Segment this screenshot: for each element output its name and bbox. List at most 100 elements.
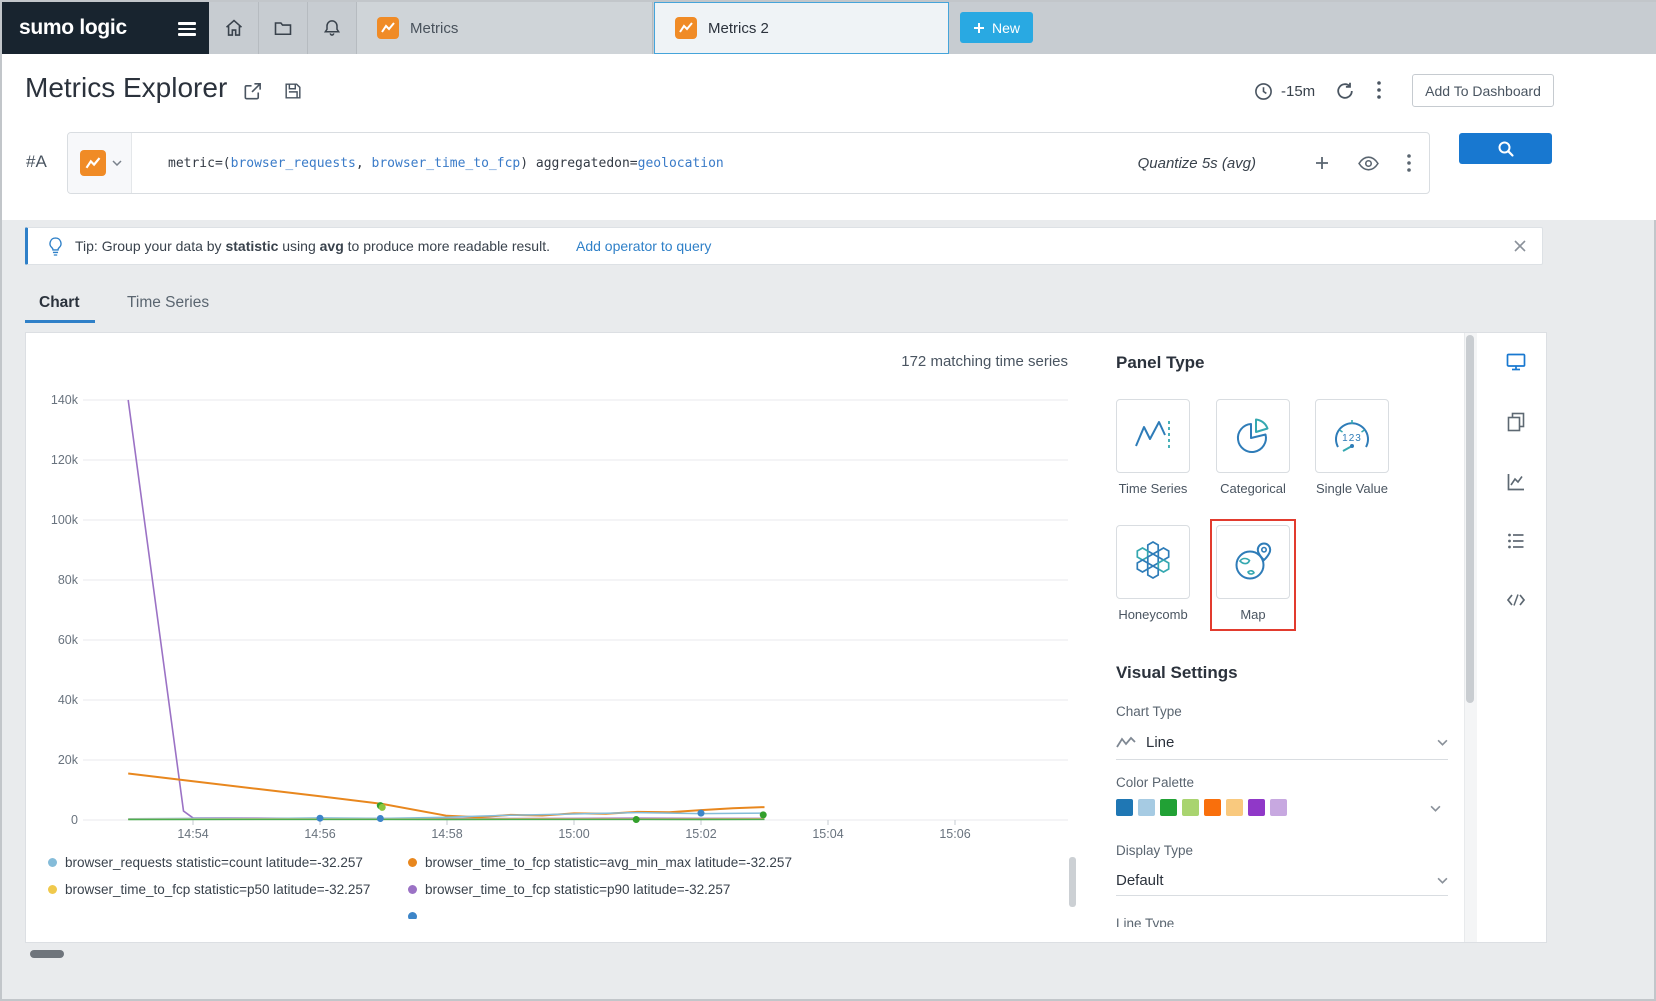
metrics-icon — [80, 150, 106, 176]
x-axis-labels: 14:54 14:56 14:58 15:00 15:02 15:04 15:06 — [83, 827, 1068, 843]
query-segment: aggregatedon= — [535, 155, 638, 171]
line-type-icon — [1116, 736, 1136, 748]
visual-settings-title: Visual Settings — [1116, 663, 1238, 682]
panel-type-card-single-value[interactable]: 123 — [1315, 399, 1389, 473]
display-type-select[interactable]: Default — [1116, 865, 1448, 896]
new-button[interactable]: New — [960, 12, 1033, 43]
tip-link[interactable]: Add operator to query — [575, 238, 712, 254]
tab-metrics-label: Metrics — [410, 19, 459, 37]
tip-banner: Tip: Group your data by statistic using … — [25, 227, 1543, 265]
chart-marker[interactable] — [378, 803, 386, 811]
app-logo[interactable]: sumo logic — [2, 2, 209, 54]
query-row-label: #A — [26, 152, 47, 171]
chart-marker[interactable] — [316, 814, 324, 822]
legend-item[interactable]: browser_requests statistic=count latitud… — [48, 855, 408, 870]
display-settings-icon[interactable] — [1505, 351, 1529, 375]
legend-dot — [408, 885, 417, 894]
refresh-icon[interactable] — [1335, 81, 1355, 101]
top-nav: sumo logic Metrics Metrics 2 New — [2, 2, 1656, 54]
main-panel: 172 matching time series 0 20k 40k 60k 80k 10… — [25, 332, 1547, 943]
vertical-scrollbar-thumb[interactable] — [1466, 335, 1474, 703]
chart-plot[interactable] — [83, 393, 1068, 828]
legend-label: browser_time_to_fcp statistic=avg_min_ma… — [425, 855, 792, 870]
x-axis-tick: 15:00 — [558, 827, 590, 841]
visibility-icon[interactable] — [1358, 155, 1379, 171]
close-icon[interactable] — [1514, 240, 1526, 252]
horizontal-scrollbar-thumb[interactable] — [30, 950, 64, 958]
svg-text:123: 123 — [1342, 433, 1362, 444]
display-type-label: Display Type — [1116, 843, 1194, 858]
legend-list-icon[interactable] — [1505, 530, 1529, 554]
chevron-down-icon[interactable] — [1430, 805, 1441, 812]
legend-item[interactable]: browser_time_to_fcp statistic=p50 latitu… — [48, 882, 408, 897]
legend-item[interactable]: browser_time_to_fcp statistic=p90 latitu… — [408, 882, 1074, 897]
query-type-selector[interactable] — [68, 133, 132, 193]
time-range[interactable]: -15m — [1281, 83, 1316, 100]
legend-item[interactable] — [408, 912, 1074, 919]
matching-series-count: 172 matching time series — [901, 353, 1068, 370]
logo-text: sumo logic — [19, 16, 127, 39]
notifications-icon[interactable] — [308, 2, 357, 54]
y-axis-tick: 80k — [57, 573, 78, 587]
share-icon[interactable] — [242, 81, 263, 102]
x-axis-tick: 15:06 — [939, 827, 971, 841]
x-axis-tick: 14:54 — [177, 827, 209, 841]
panel-type-card-honeycomb[interactable] — [1116, 525, 1190, 599]
y-axis-labels: 0 20k 40k 60k 80k 100k 120k 140k — [34, 333, 78, 853]
save-icon[interactable] — [283, 81, 303, 101]
axes-icon[interactable] — [1505, 471, 1529, 495]
legend-scrollbar[interactable] — [1069, 857, 1076, 907]
query-more-icon[interactable] — [1407, 154, 1411, 172]
legend-item[interactable]: browser_time_to_fcp statistic=avg_min_ma… — [408, 855, 1074, 870]
panel-type-label: Map — [1240, 607, 1266, 622]
code-icon[interactable] — [1505, 589, 1529, 613]
chevron-down-icon — [1437, 739, 1448, 746]
chart-series-line[interactable] — [127, 399, 765, 820]
chart-marker[interactable] — [759, 811, 767, 819]
tab-chart[interactable]: Chart — [39, 294, 80, 311]
more-options-icon[interactable] — [1377, 81, 1381, 99]
chart-type-select[interactable]: Line — [1116, 726, 1448, 760]
y-axis-tick: 60k — [57, 633, 78, 647]
palette-swatch — [1204, 799, 1221, 816]
legend-label: browser_time_to_fcp statistic=p90 latitu… — [425, 882, 731, 897]
menu-icon[interactable] — [178, 22, 196, 39]
x-axis-tick: 14:56 — [304, 827, 336, 841]
tab-metrics-2-label: Metrics 2 — [708, 19, 769, 37]
tab-time-series[interactable]: Time Series — [127, 294, 210, 311]
color-palette-row[interactable] — [1116, 799, 1416, 816]
new-button-label: New — [991, 19, 1020, 36]
panel-type-card-categorical[interactable] — [1216, 399, 1290, 473]
add-query-icon[interactable] — [1314, 155, 1330, 171]
tab-metrics[interactable]: Metrics — [357, 2, 653, 54]
palette-swatch — [1138, 799, 1155, 816]
chart-marker[interactable] — [376, 815, 384, 822]
palette-swatch — [1270, 799, 1287, 816]
y-axis-tick: 140k — [50, 393, 78, 407]
clock-icon[interactable] — [1254, 82, 1273, 101]
page-title: Metrics Explorer — [25, 72, 228, 103]
add-to-dashboard-button[interactable]: Add To Dashboard — [1412, 74, 1554, 107]
query-segment: browser_requests — [230, 155, 356, 171]
x-axis-tick: 14:58 — [431, 827, 463, 841]
panel-type-card-map[interactable] — [1216, 525, 1290, 599]
home-icon[interactable] — [209, 2, 259, 54]
chart-marker[interactable] — [697, 809, 705, 817]
search-button[interactable] — [1459, 133, 1552, 164]
panel-type-card-time-series[interactable] — [1116, 399, 1190, 473]
palette-swatch — [1160, 799, 1177, 816]
chart-series-line[interactable] — [128, 772, 765, 819]
x-axis-tick: 15:02 — [685, 827, 717, 841]
metrics-icon — [675, 17, 697, 39]
query-input[interactable]: metric=(browser_requests, browser_time_t… — [168, 133, 724, 193]
legend-dot — [408, 912, 417, 919]
palette-swatch — [1248, 799, 1265, 816]
plus-icon — [973, 22, 984, 33]
y-axis-tick: 20k — [57, 753, 78, 767]
query-panel[interactable]: metric=(browser_requests, browser_time_t… — [67, 132, 1430, 194]
chart-marker[interactable] — [632, 816, 640, 824]
map-globe-icon — [1235, 542, 1272, 580]
tab-metrics-2[interactable]: Metrics 2 — [654, 2, 949, 54]
copy-icon[interactable] — [1505, 411, 1529, 435]
folder-icon[interactable] — [259, 2, 308, 54]
